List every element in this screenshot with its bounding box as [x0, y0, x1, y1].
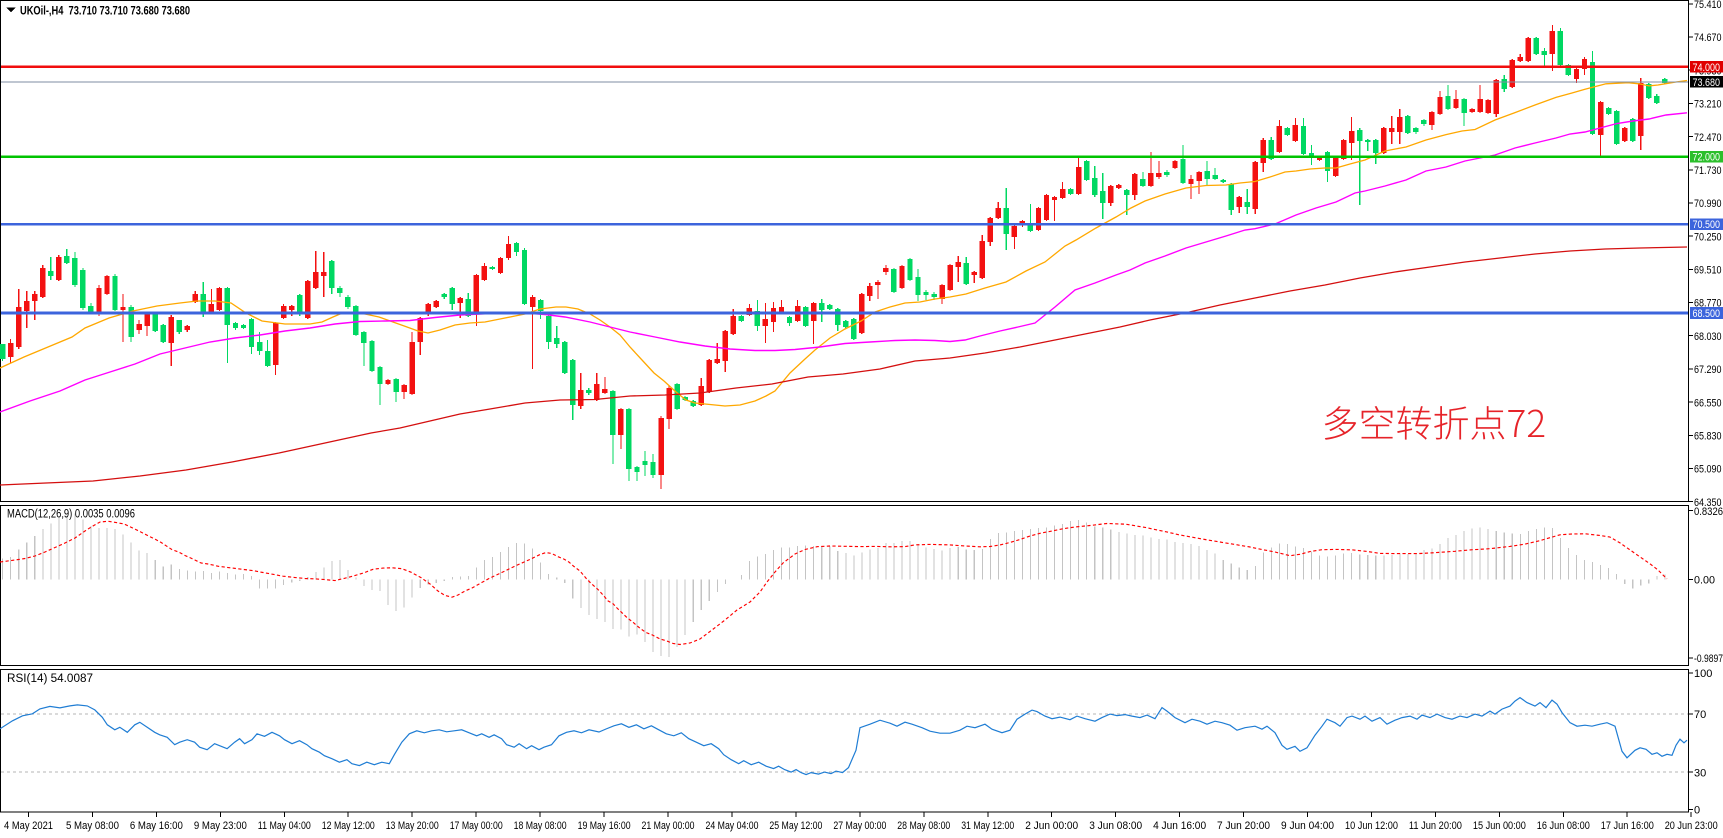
- svg-text:100: 100: [1694, 668, 1712, 680]
- svg-text:27 May 00:00: 27 May 00:00: [833, 820, 886, 832]
- svg-text:70: 70: [1694, 709, 1706, 721]
- svg-text:13 May 20:00: 13 May 20:00: [386, 820, 439, 832]
- svg-text:17 May 00:00: 17 May 00:00: [450, 820, 503, 832]
- svg-text:19 May 16:00: 19 May 16:00: [578, 820, 631, 832]
- svg-text:4 May 2021: 4 May 2021: [4, 820, 53, 832]
- svg-text:0: 0: [1694, 805, 1700, 817]
- svg-text:65.830: 65.830: [1694, 431, 1722, 443]
- svg-text:RSI(14) 54.0087: RSI(14) 54.0087: [7, 673, 93, 685]
- svg-text:68.030: 68.030: [1694, 331, 1722, 343]
- svg-text:11 May 04:00: 11 May 04:00: [258, 820, 311, 832]
- svg-text:20 Jun 23:00: 20 Jun 23:00: [1665, 820, 1718, 832]
- svg-text:5 May 08:00: 5 May 08:00: [66, 820, 119, 832]
- svg-text:16 Jun 08:00: 16 Jun 08:00: [1537, 820, 1590, 832]
- svg-text:68.770: 68.770: [1694, 298, 1722, 310]
- svg-text:18 May 08:00: 18 May 08:00: [514, 820, 567, 832]
- svg-text:9 May 23:00: 9 May 23:00: [194, 820, 247, 832]
- svg-text:9 Jun 04:00: 9 Jun 04:00: [1281, 820, 1334, 832]
- svg-text:67.290: 67.290: [1694, 364, 1722, 376]
- svg-text:UKOil-,H4 73.710 73.710 73.68: UKOil-,H4 73.710 73.710 73.680 73.680: [20, 4, 190, 18]
- svg-text:28 May 08:00: 28 May 08:00: [897, 820, 950, 832]
- svg-text:73.680: 73.680: [1693, 77, 1721, 89]
- svg-text:6 May 16:00: 6 May 16:00: [130, 820, 183, 832]
- svg-text:7 Jun 20:00: 7 Jun 20:00: [1217, 820, 1270, 832]
- svg-text:25 May 12:00: 25 May 12:00: [769, 820, 822, 832]
- svg-text:11 Jun 20:00: 11 Jun 20:00: [1409, 820, 1462, 832]
- svg-text:12 May 12:00: 12 May 12:00: [322, 820, 375, 832]
- svg-text:70.990: 70.990: [1694, 198, 1722, 210]
- svg-text:75.410: 75.410: [1694, 0, 1722, 11]
- svg-text:10 Jun 12:00: 10 Jun 12:00: [1345, 820, 1398, 832]
- svg-text:70.250: 70.250: [1694, 231, 1722, 243]
- svg-text:69.510: 69.510: [1694, 265, 1722, 277]
- svg-text:70.500: 70.500: [1693, 219, 1721, 231]
- svg-text:68.500: 68.500: [1693, 308, 1721, 320]
- svg-text:31 May 12:00: 31 May 12:00: [961, 820, 1014, 832]
- svg-text:24 May 04:00: 24 May 04:00: [706, 820, 759, 832]
- svg-text:0.8326: 0.8326: [1694, 506, 1723, 518]
- svg-text:17 Jun 16:00: 17 Jun 16:00: [1601, 820, 1654, 832]
- svg-text:72.000: 72.000: [1693, 152, 1721, 164]
- svg-text:64.350: 64.350: [1694, 497, 1722, 509]
- svg-text:72.470: 72.470: [1694, 132, 1722, 144]
- svg-text:4 Jun 16:00: 4 Jun 16:00: [1153, 820, 1206, 832]
- svg-text:MACD(12,26,9) 0.0035 0.0096: MACD(12,26,9) 0.0035 0.0096: [7, 509, 135, 521]
- svg-text:71.730: 71.730: [1694, 165, 1722, 177]
- svg-text:3 Jun 08:00: 3 Jun 08:00: [1089, 820, 1142, 832]
- svg-text:-0.9897: -0.9897: [1694, 653, 1723, 665]
- svg-text:65.090: 65.090: [1694, 464, 1722, 476]
- svg-text:30: 30: [1694, 767, 1706, 779]
- svg-text:21 May 00:00: 21 May 00:00: [642, 820, 695, 832]
- svg-text:0.00: 0.00: [1694, 575, 1715, 587]
- svg-text:15 Jun 00:00: 15 Jun 00:00: [1473, 820, 1526, 832]
- svg-text:74.670: 74.670: [1694, 32, 1722, 44]
- svg-text:73.210: 73.210: [1694, 99, 1722, 111]
- svg-text:2 Jun 00:00: 2 Jun 00:00: [1025, 820, 1078, 832]
- svg-text:66.550: 66.550: [1694, 397, 1722, 409]
- svg-text:74.000: 74.000: [1693, 62, 1721, 74]
